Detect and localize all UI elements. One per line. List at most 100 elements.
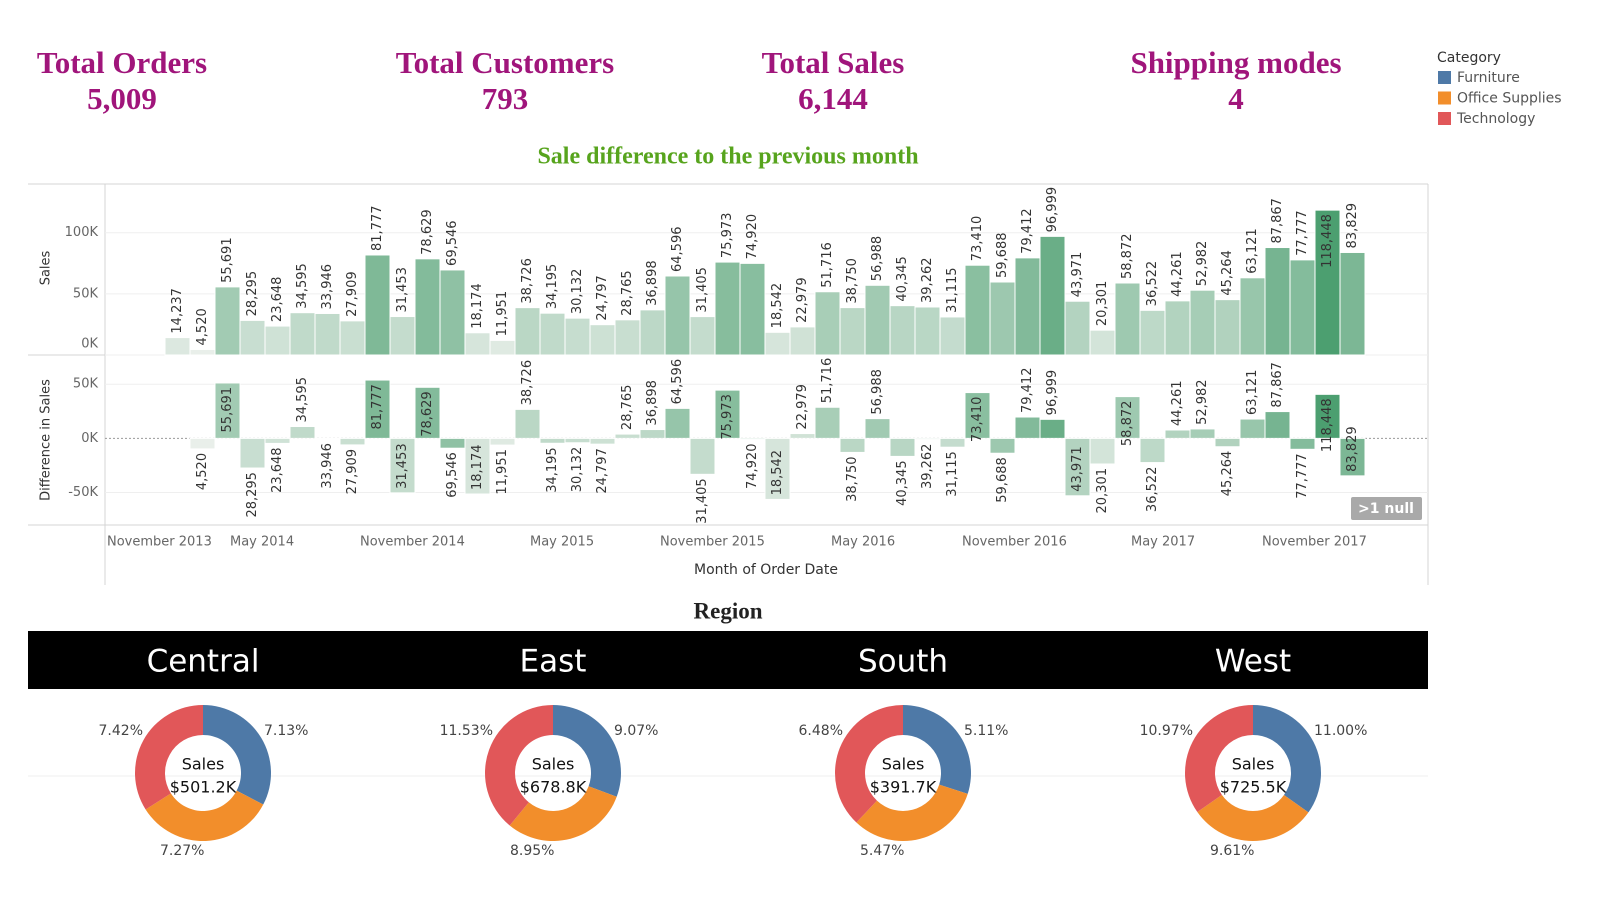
value-label: 31,453: [395, 267, 410, 313]
kpi-label: Total Sales: [762, 45, 905, 80]
x-tick-label: November 2016: [962, 535, 1067, 550]
bar: [1289, 437, 1316, 450]
value-label: 52,982: [1195, 379, 1210, 425]
region-name: South: [858, 644, 948, 680]
bar: [764, 437, 791, 500]
value-label: 64,596: [670, 359, 685, 405]
value-label: 31,453: [395, 443, 410, 489]
slice-label: 5.11%: [964, 723, 1008, 739]
value-label: 4,520: [195, 308, 210, 345]
region-title: Region: [694, 598, 763, 623]
bar: [789, 326, 816, 356]
bar: [889, 437, 916, 457]
kpi-label: Shipping modes: [1130, 45, 1341, 80]
bar: [639, 429, 666, 439]
bar: [789, 433, 816, 439]
bar: [664, 407, 691, 439]
value-label: 28,295: [245, 472, 260, 518]
value-label: 39,262: [920, 257, 935, 303]
bar: [489, 339, 516, 356]
value-label: 30,132: [570, 269, 585, 315]
bar: [1139, 309, 1166, 356]
value-label: 22,979: [795, 277, 810, 323]
x-tick-label: May 2014: [230, 535, 294, 550]
legend-swatch: [1438, 71, 1451, 84]
y-tick-label: 100K: [65, 225, 99, 240]
bar: [289, 426, 316, 439]
value-label: 36,898: [645, 260, 660, 306]
bar: [364, 254, 391, 356]
kpi-label: Total Customers: [396, 45, 614, 80]
value-label: 75,973: [720, 213, 735, 259]
bar: [739, 437, 766, 441]
bar: [239, 437, 266, 469]
value-label: 11,951: [495, 449, 510, 495]
x-tick-label: May 2015: [530, 535, 594, 550]
bar: [1239, 418, 1266, 439]
x-tick-label: May 2016: [831, 535, 895, 550]
bar: [614, 433, 641, 439]
value-label: 31,405: [695, 267, 710, 313]
value-label: 79,412: [1020, 368, 1035, 414]
value-label: 24,797: [595, 448, 610, 494]
legend-label: Technology: [1456, 111, 1535, 127]
bar: [289, 312, 316, 356]
center-total: $678.8K: [520, 778, 587, 797]
bar: [1339, 437, 1366, 477]
x-tick-label: November 2017: [1262, 535, 1367, 550]
value-label: 4,520: [195, 453, 210, 490]
value-label: 18,174: [470, 283, 485, 329]
value-label: 28,295: [245, 271, 260, 317]
value-label: 40,345: [895, 460, 910, 506]
donut-slice: [203, 705, 272, 805]
bar: [264, 437, 291, 444]
bar: [1089, 437, 1116, 465]
value-label: 59,688: [995, 457, 1010, 503]
value-label: 14,237: [170, 288, 185, 334]
value-label: 96,999: [1045, 370, 1060, 416]
legend-label: Furniture: [1457, 70, 1520, 86]
bar: [439, 437, 466, 449]
value-label: 69,546: [445, 220, 460, 266]
value-label: 20,301: [1095, 468, 1110, 514]
value-label: 118,448: [1320, 398, 1335, 452]
bar: [439, 269, 466, 356]
slice-label: 10.97%: [1140, 723, 1193, 739]
bar: [389, 316, 416, 356]
value-label: 36,522: [1145, 261, 1160, 307]
value-label: 77,777: [1295, 210, 1310, 256]
y-tick-label: 0K: [81, 431, 98, 446]
value-label: 78,629: [420, 209, 435, 255]
bar: [514, 408, 541, 439]
bar: [514, 307, 541, 356]
value-label: 20,301: [1095, 281, 1110, 327]
value-label: 56,988: [870, 236, 885, 282]
center-label: Sales: [882, 755, 925, 774]
null-indicator: >1 null: [1358, 501, 1414, 517]
bar: [864, 418, 891, 439]
slice-label: 5.47%: [860, 843, 904, 859]
donut-slice: [484, 705, 553, 826]
slice-label: 7.42%: [99, 723, 143, 739]
value-label: 43,971: [1070, 446, 1085, 492]
bar: [714, 261, 741, 356]
bar: [314, 437, 341, 440]
bar: [1164, 300, 1191, 356]
center-label: Sales: [1232, 755, 1275, 774]
bar: [689, 316, 716, 356]
value-label: 59,688: [995, 233, 1010, 279]
bar: [1014, 257, 1041, 356]
bar: [389, 437, 416, 494]
value-label: 34,195: [545, 264, 560, 310]
donut-slice: [1197, 794, 1309, 841]
value-label: 52,982: [1195, 241, 1210, 287]
value-label: 24,797: [595, 275, 610, 321]
bar: [1114, 282, 1141, 356]
bar: [989, 437, 1016, 454]
value-label: 118,448: [1320, 214, 1335, 268]
bar: [1239, 277, 1266, 356]
value-label: 38,750: [845, 258, 860, 304]
value-label: 45,264: [1220, 451, 1235, 497]
y-tick-label: 50K: [73, 286, 99, 301]
region-name: West: [1215, 644, 1291, 680]
